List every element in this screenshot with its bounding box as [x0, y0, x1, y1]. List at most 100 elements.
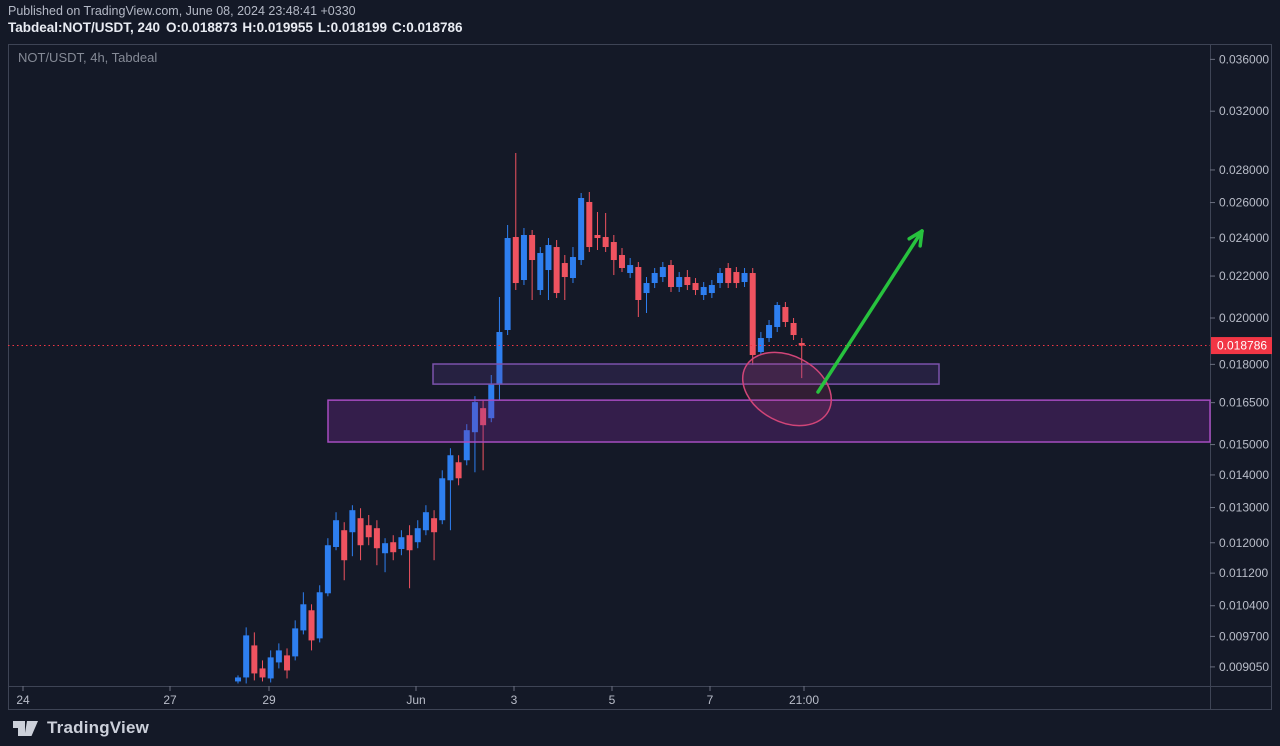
candle	[520, 228, 527, 286]
candle-body	[267, 657, 274, 679]
candle	[594, 212, 601, 251]
candle-body	[292, 628, 299, 657]
candle	[725, 263, 732, 289]
candle-body	[480, 408, 487, 426]
candle	[292, 620, 299, 661]
candle-body	[733, 272, 740, 284]
candle	[316, 585, 323, 643]
candle-body	[578, 197, 585, 261]
candle-body	[463, 430, 470, 461]
candle-body	[749, 273, 756, 356]
price-tick-label: 0.024000	[1219, 231, 1269, 245]
candle	[275, 643, 282, 669]
time-tick-label: 29	[262, 693, 276, 707]
candle	[284, 648, 291, 679]
candle-body	[235, 677, 241, 682]
price-tick-label: 0.010400	[1219, 599, 1269, 613]
candle-body	[520, 235, 527, 281]
candle	[757, 332, 764, 356]
ohlc-token: O:0.018873	[166, 20, 237, 35]
candle-body	[398, 537, 405, 550]
projection-arrow-head	[918, 229, 924, 248]
candle-body	[341, 530, 348, 561]
candle	[382, 538, 389, 573]
tradingview-logo-icon[interactable]	[12, 716, 39, 740]
candle	[300, 592, 307, 635]
chart-area[interactable]: 0.036000 0.032000 0.028000 0.026000 0.024000…	[8, 44, 1272, 710]
candle-body	[561, 263, 568, 278]
time-tick-label: 7	[707, 693, 714, 707]
published-line: Published on TradingView.com, June 08, 2…	[8, 4, 356, 18]
candle-body	[569, 257, 576, 279]
candle-body	[700, 287, 707, 296]
candle-body	[284, 655, 291, 671]
candle-body	[790, 323, 797, 336]
highlight-ellipse[interactable]	[730, 338, 844, 440]
time-tick-label: 27	[163, 693, 177, 707]
candle-body	[471, 402, 478, 433]
supply-zone-upper[interactable]	[432, 363, 940, 385]
candle	[708, 280, 715, 299]
price-tick-label: 0.036000	[1219, 52, 1269, 66]
candle-body	[251, 645, 258, 674]
candle	[659, 262, 666, 283]
last-price-label	[1211, 337, 1272, 355]
ohlc-value: 0.018199	[330, 20, 387, 35]
candle	[618, 248, 625, 273]
candle	[357, 508, 364, 561]
projection-arrow[interactable]	[816, 229, 924, 394]
candle-body	[627, 265, 634, 274]
price-tick-label: 0.015000	[1219, 438, 1269, 452]
candle	[422, 505, 429, 536]
ohlc-value: 0.018873	[181, 20, 238, 35]
candle	[668, 260, 675, 293]
candle	[414, 520, 421, 549]
candle-body	[766, 325, 773, 339]
candle	[471, 396, 478, 473]
price-tick-label: 0.016500	[1219, 396, 1269, 410]
candle-body	[537, 253, 544, 291]
candle-body	[512, 237, 519, 284]
candle-body	[774, 305, 781, 328]
candle	[602, 212, 609, 253]
candle	[635, 262, 642, 318]
candle-body	[798, 343, 805, 346]
candle-body	[447, 455, 454, 481]
chart-watermark: NOT/USDT, 4h, Tabdeal	[18, 50, 158, 65]
candle	[545, 238, 552, 301]
candle-body	[545, 245, 552, 271]
candle	[553, 240, 560, 299]
price-tick-label: 0.028000	[1219, 163, 1269, 177]
candle	[308, 604, 315, 651]
candle-body	[365, 525, 372, 538]
demand-zone-lower[interactable]	[327, 399, 1211, 443]
candle-body	[586, 201, 593, 248]
candle	[790, 318, 797, 341]
candle-body	[496, 332, 503, 385]
candle-body	[651, 273, 658, 284]
candle	[766, 320, 773, 343]
candle-body	[782, 307, 789, 323]
candle-body	[618, 255, 625, 269]
time-tick-label: 5	[609, 693, 616, 707]
ohlc-values: O:0.018873 H:0.019955 L:0.018199 C:0.018786	[166, 20, 468, 35]
candle	[365, 514, 372, 546]
candle-body	[324, 545, 331, 594]
last-price-label-text: 0.018786	[1217, 339, 1267, 353]
candle-body	[504, 238, 511, 330]
time-tick-label: Jun	[406, 693, 425, 707]
candle-body	[455, 462, 462, 479]
candle-body	[602, 237, 609, 248]
candle-body	[708, 285, 715, 294]
tradingview-brand-text[interactable]: TradingView	[47, 718, 150, 737]
candle-body	[390, 542, 397, 553]
candle	[235, 675, 241, 684]
candlestick-chart[interactable]: 0.036000 0.032000 0.028000 0.026000 0.024000…	[8, 44, 1272, 710]
candle-body	[259, 668, 266, 678]
price-tick-label: 0.011200	[1219, 566, 1268, 580]
candle	[676, 272, 683, 293]
price-tick-label: 0.012000	[1219, 536, 1269, 550]
candle-body	[439, 478, 446, 521]
candle	[324, 538, 331, 597]
